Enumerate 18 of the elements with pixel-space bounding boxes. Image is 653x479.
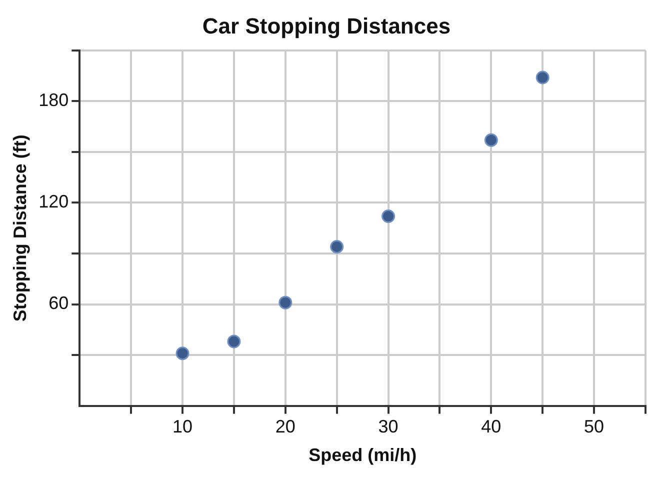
point (278, 296, 292, 310)
point (176, 346, 190, 360)
y-tick-label: 120 (38, 192, 69, 212)
point (227, 334, 241, 348)
y-tick-label: 180 (38, 90, 69, 110)
y-axis-title: Stopping Distance (ft) (10, 134, 30, 322)
y-tick-label: 60 (48, 293, 69, 314)
x-tick-label: 10 (172, 416, 193, 437)
point (330, 240, 344, 254)
x-tick-label: 50 (584, 416, 604, 437)
point (536, 70, 550, 84)
x-tick-label: 40 (481, 416, 502, 437)
x-tick-label: 30 (378, 416, 398, 437)
point (382, 210, 396, 224)
x-axis-title: Speed (mi/h) (308, 445, 417, 466)
chart-title: Car Stopping Distances (202, 13, 451, 38)
point (484, 133, 498, 147)
x-tick-label: 20 (275, 416, 296, 437)
